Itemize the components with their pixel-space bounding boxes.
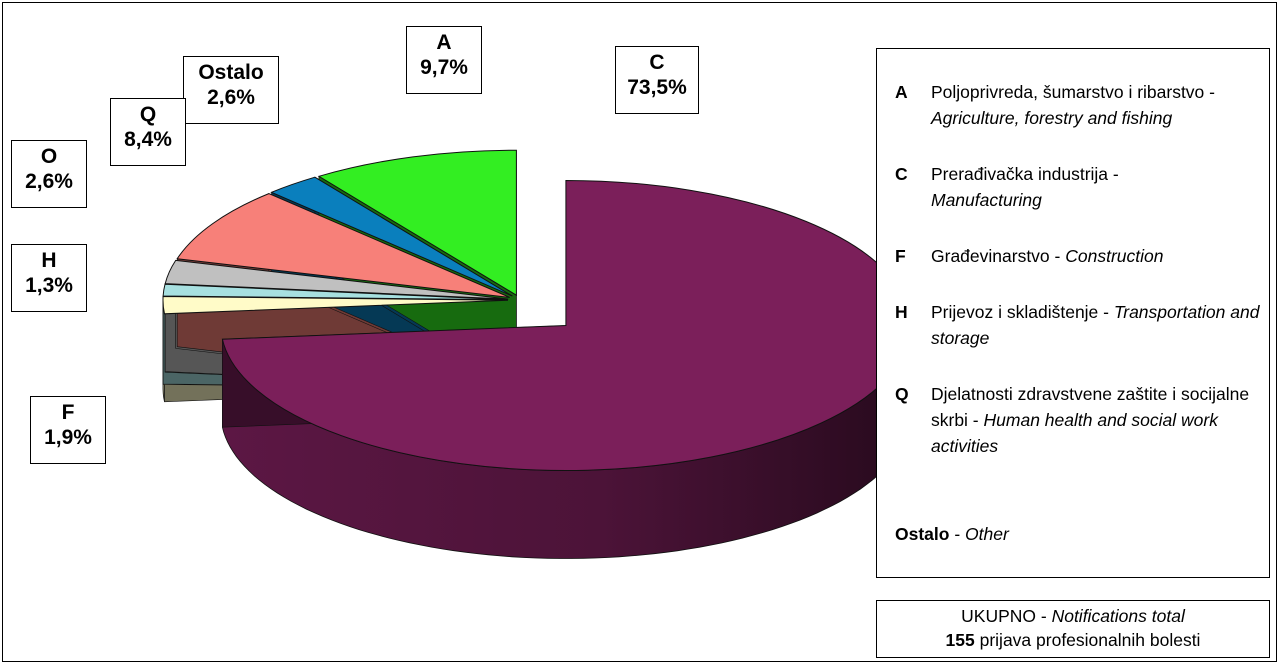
legend-en-text: Human health and social work activities xyxy=(931,410,1218,456)
legend-item-h: H Prijevoz i skladištenje - Transportati… xyxy=(895,302,1260,348)
label-q: Q 8,4% xyxy=(110,98,186,166)
legend-hr-text: Prijevoz i skladištenje - xyxy=(931,302,1109,322)
legend-hr-text: Prerađivačka industrija - xyxy=(931,164,1119,184)
total-label-rest: prijava profesionalnih bolesti xyxy=(974,630,1201,650)
legend-en-text: Transportation and storage xyxy=(931,302,1260,348)
legend-item-other: Ostalo - Other xyxy=(895,524,1009,544)
legend-hr-text: Djelatnosti zdravstvene zaštite i socija… xyxy=(931,384,1250,430)
pie-slice-h xyxy=(162,283,509,301)
legend-en-text: Manufacturing xyxy=(931,190,1042,210)
legend-item-f: F Građevinarstvo - Construction xyxy=(895,246,1164,266)
total-count: 155 xyxy=(945,630,975,650)
pie-slice-ostalo xyxy=(270,176,513,297)
label-h: H 1,3% xyxy=(11,244,87,312)
pie-slice-q xyxy=(176,193,510,298)
total-label-hr: UKUPNO - xyxy=(961,606,1052,626)
pie-slice-c xyxy=(221,179,912,471)
legend-item-q: Q Djelatnosti zdravstvene zaštite i soci… xyxy=(895,384,1250,456)
label-ostalo: Ostalo 2,6% xyxy=(183,56,279,124)
total-box: UKUPNO - Notifications total 155 prijava… xyxy=(876,600,1270,658)
legend-item-c: C Prerađivačka industrija - Manufacturing xyxy=(895,164,1119,210)
legend-en-text: Construction xyxy=(1065,246,1164,266)
legend-hr-text: Poljoprivreda, šumarstvo i ribarstvo - xyxy=(931,82,1215,102)
total-label-en: Notifications total xyxy=(1051,606,1185,626)
legend-hr-text: Građevinarstvo - xyxy=(931,246,1061,266)
legend-en-text: Agriculture, forestry and fishing xyxy=(931,108,1173,128)
legend: A Poljoprivreda, šumarstvo i ribarstvo -… xyxy=(876,48,1270,578)
legend-item-a: A Poljoprivreda, šumarstvo i ribarstvo -… xyxy=(895,82,1215,128)
pie-slice-f xyxy=(162,295,509,315)
label-o: O 2,6% xyxy=(11,140,87,208)
pie-slice-o xyxy=(164,259,509,300)
pie-slice-a xyxy=(317,149,517,297)
label-c: C 73,5% xyxy=(615,46,699,114)
label-f: F 1,9% xyxy=(30,396,106,464)
label-a: A 9,7% xyxy=(406,26,482,94)
